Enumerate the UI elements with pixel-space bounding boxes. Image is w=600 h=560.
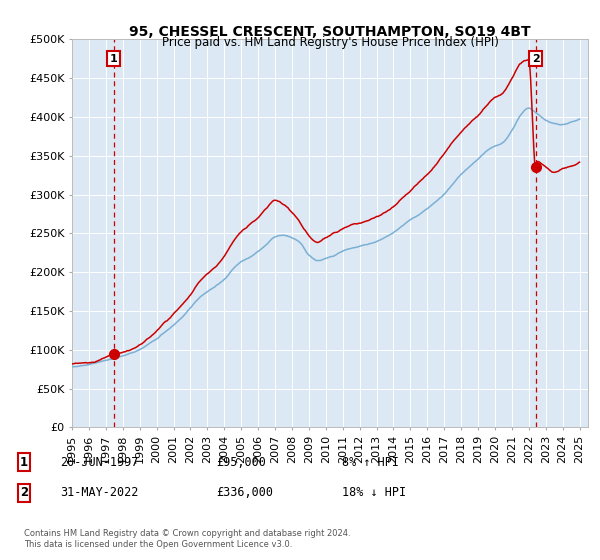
- Text: £95,000: £95,000: [216, 455, 266, 469]
- Text: 20-JUN-1997: 20-JUN-1997: [60, 455, 139, 469]
- Text: £336,000: £336,000: [216, 486, 273, 500]
- Text: Price paid vs. HM Land Registry's House Price Index (HPI): Price paid vs. HM Land Registry's House …: [161, 36, 499, 49]
- Text: 31-MAY-2022: 31-MAY-2022: [60, 486, 139, 500]
- Text: 18% ↓ HPI: 18% ↓ HPI: [342, 486, 406, 500]
- Text: 2: 2: [532, 54, 539, 64]
- Text: 1: 1: [20, 455, 28, 469]
- Text: 8% ↑ HPI: 8% ↑ HPI: [342, 455, 399, 469]
- Text: Contains HM Land Registry data © Crown copyright and database right 2024.
This d: Contains HM Land Registry data © Crown c…: [24, 529, 350, 549]
- Text: 1: 1: [110, 54, 118, 64]
- Text: 2: 2: [20, 486, 28, 500]
- Text: 95, CHESSEL CRESCENT, SOUTHAMPTON, SO19 4BT: 95, CHESSEL CRESCENT, SOUTHAMPTON, SO19 …: [129, 25, 531, 39]
